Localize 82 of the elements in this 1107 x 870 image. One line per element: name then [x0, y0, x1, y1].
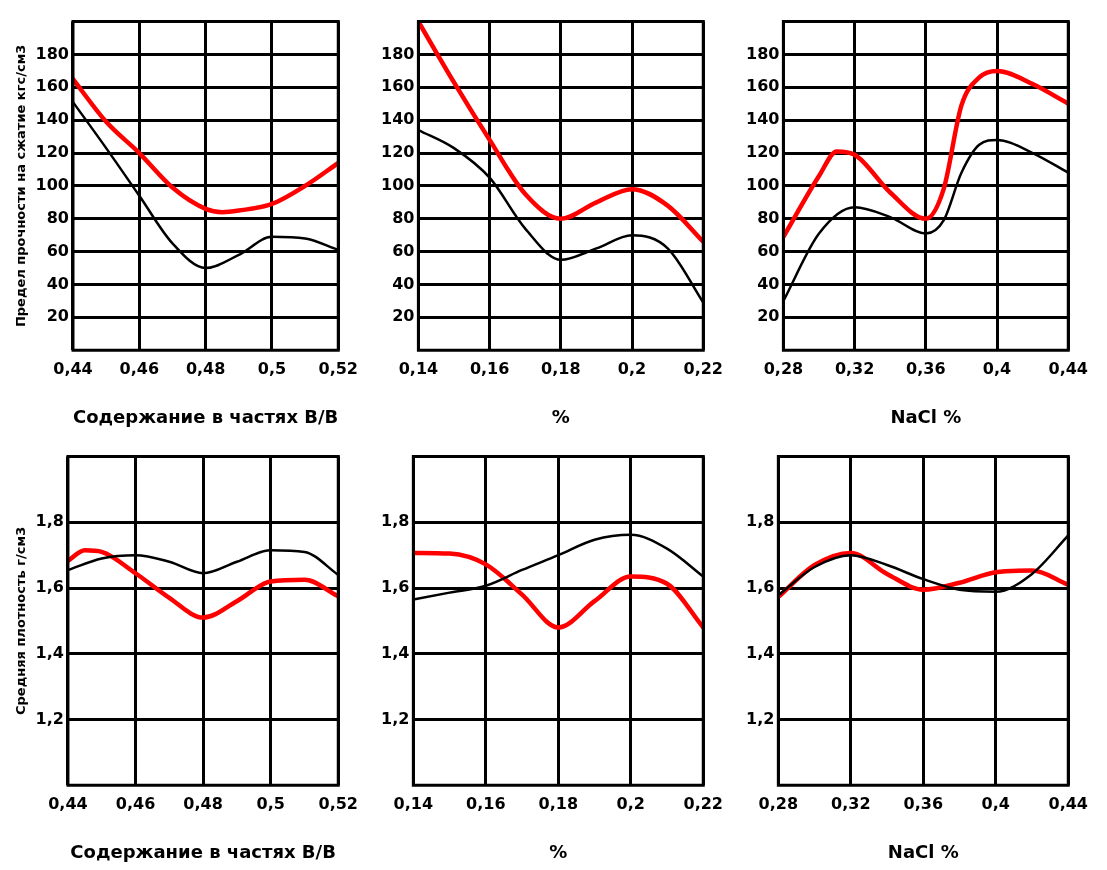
line-series — [67, 548, 339, 620]
x-tick-label: 0,2 — [617, 358, 647, 378]
x-tick-label: 0,22 — [683, 793, 723, 813]
x-axis-title: NaCl % — [887, 840, 959, 862]
y-tick-label: 100 — [35, 175, 69, 195]
x-tick-label: 0,32 — [834, 358, 875, 378]
x-tick-label: 0,14 — [398, 358, 439, 378]
line-series — [413, 550, 704, 630]
y-tick-label: 140 — [380, 109, 415, 129]
x-tick-label: 0,14 — [393, 793, 434, 813]
y-tick-label: 120 — [35, 142, 69, 162]
y-tick-label: 1,6 — [35, 577, 64, 597]
y-tick-label: 60 — [757, 240, 780, 260]
y-tick-label: 1,2 — [746, 708, 775, 728]
x-tick-label: 0,44 — [48, 793, 88, 813]
y-tick-label: 40 — [757, 273, 780, 293]
y-tick-label: 80 — [757, 207, 780, 227]
x-tick-label: 0,5 — [257, 358, 287, 378]
x-tick-label: 0,52 — [318, 358, 358, 378]
x-tick-label: 0,48 — [185, 358, 226, 378]
x-axis-title: Содержание в частях В/В — [70, 840, 336, 862]
x-axis-title: % — [549, 840, 568, 862]
y-tick-label: 1,8 — [381, 511, 410, 531]
y-tick-label: 180 — [745, 43, 780, 63]
y-tick-label: 1,2 — [35, 708, 64, 728]
y-tick-label: 160 — [380, 76, 415, 96]
y-tick-label: 120 — [745, 142, 780, 162]
y-tick-label: 20 — [46, 306, 69, 326]
y-axis-title: Средняя плотность г/см3 — [13, 526, 29, 715]
x-tick-label: 0,18 — [541, 358, 581, 378]
x-axis-title: NaCl % — [890, 405, 962, 427]
y-tick-label: 40 — [46, 273, 69, 293]
y-tick-label: 160 — [745, 76, 780, 96]
line-series — [418, 21, 704, 245]
x-tick-label: 0,48 — [183, 793, 223, 813]
y-tick-label: 180 — [35, 43, 69, 63]
x-tick-label: 0,18 — [538, 793, 579, 813]
y-tick-label: 100 — [745, 175, 780, 195]
line-series — [783, 68, 1069, 240]
y-tick-label: 1,4 — [35, 642, 64, 662]
x-tick-label: 0,22 — [683, 358, 723, 378]
x-tick-label: 0,28 — [763, 358, 804, 378]
y-tick-label: 120 — [380, 142, 415, 162]
x-tick-label: 0,36 — [903, 793, 944, 813]
y-tick-label: 1,4 — [381, 642, 410, 662]
x-tick-label: 0,16 — [466, 793, 506, 813]
x-tick-label: 0,44 — [1048, 358, 1088, 378]
x-tick-label: 0,32 — [831, 793, 871, 813]
y-tick-label: 20 — [757, 306, 780, 326]
y-tick-label: 80 — [46, 207, 69, 227]
y-tick-label: 1,8 — [746, 511, 775, 531]
y-tick-label: 140 — [35, 109, 69, 129]
x-tick-label: 0,44 — [1048, 793, 1088, 813]
x-tick-label: 0,46 — [115, 793, 156, 813]
x-tick-label: 0,52 — [318, 793, 358, 813]
y-tick-label: 140 — [745, 109, 780, 129]
y-tick-label: 60 — [46, 240, 69, 260]
x-tick-label: 0,46 — [119, 358, 160, 378]
x-tick-label: 0,4 — [981, 793, 1010, 813]
y-tick-label: 160 — [35, 76, 69, 96]
y-tick-label: 1,6 — [746, 577, 775, 597]
y-tick-label: 20 — [392, 306, 415, 326]
y-tick-label: 40 — [392, 273, 415, 293]
x-tick-label: 0,2 — [616, 793, 645, 813]
y-axis-title: Предел прочности на сжатие кгс/см3 — [13, 44, 29, 328]
line-series — [73, 76, 339, 215]
y-tick-label: 80 — [392, 207, 415, 227]
y-tick-label: 1,8 — [35, 511, 64, 531]
x-tick-label: 0,5 — [256, 793, 285, 813]
y-tick-label: 1,2 — [381, 708, 410, 728]
x-tick-label: 0,44 — [53, 358, 93, 378]
x-tick-label: 0,28 — [758, 793, 799, 813]
x-tick-label: 0,36 — [906, 358, 946, 378]
y-tick-label: 1,6 — [381, 577, 410, 597]
x-axis-title: % — [551, 405, 570, 427]
x-tick-label: 0,16 — [469, 358, 510, 378]
y-tick-label: 60 — [392, 240, 415, 260]
y-tick-label: 100 — [380, 175, 415, 195]
y-tick-label: 1,4 — [746, 642, 775, 662]
x-axis-title: Содержание в частях В/В — [73, 405, 339, 427]
y-tick-label: 180 — [380, 43, 415, 63]
x-tick-label: 0,4 — [982, 358, 1012, 378]
